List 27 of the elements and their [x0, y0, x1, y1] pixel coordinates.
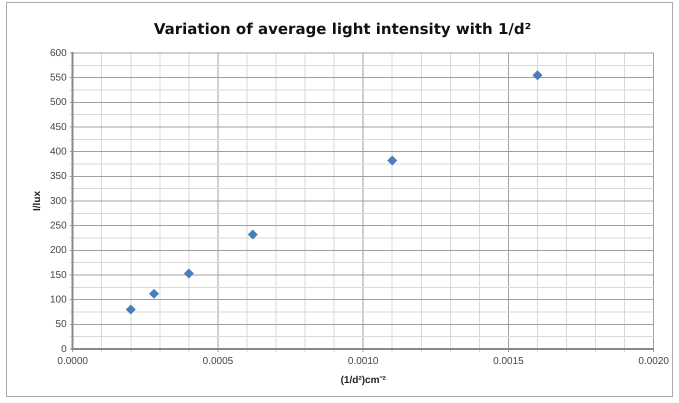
- x-tick-label: 0.0020: [638, 356, 670, 367]
- chart-title: Variation of average light intensity with 1/d²: [154, 20, 532, 38]
- y-tick-label: 150: [50, 270, 68, 281]
- y-axis-title: I/lux: [32, 190, 43, 212]
- y-tick-label: 200: [50, 245, 68, 256]
- point: [184, 268, 194, 279]
- y-tick-label: 450: [50, 122, 68, 133]
- y-tick-label: 600: [50, 48, 68, 59]
- point: [126, 304, 136, 315]
- x-axis-title: (1/d²)cm⁻²: [340, 374, 386, 386]
- x-tick-label: 0.0015: [493, 356, 524, 367]
- x-tick-label: 0.0000: [57, 356, 88, 367]
- y-tick-label: 300: [50, 196, 68, 207]
- y-tick-label: 250: [50, 220, 68, 232]
- y-tick-label: 0: [61, 344, 68, 355]
- y-tick-label: 500: [50, 97, 68, 108]
- y-tick-label: 550: [50, 72, 68, 84]
- x-tick-label: 0.0005: [202, 356, 234, 367]
- point: [532, 70, 543, 80]
- point: [248, 230, 258, 240]
- y-tick-label: 400: [50, 146, 68, 158]
- x-tick-label: 0.0010: [348, 356, 379, 367]
- y-tick-label: 100: [50, 294, 68, 306]
- y-tick-label: 50: [56, 319, 68, 330]
- y-tick-label: 350: [50, 171, 68, 182]
- point: [149, 288, 160, 299]
- point: [387, 156, 398, 166]
